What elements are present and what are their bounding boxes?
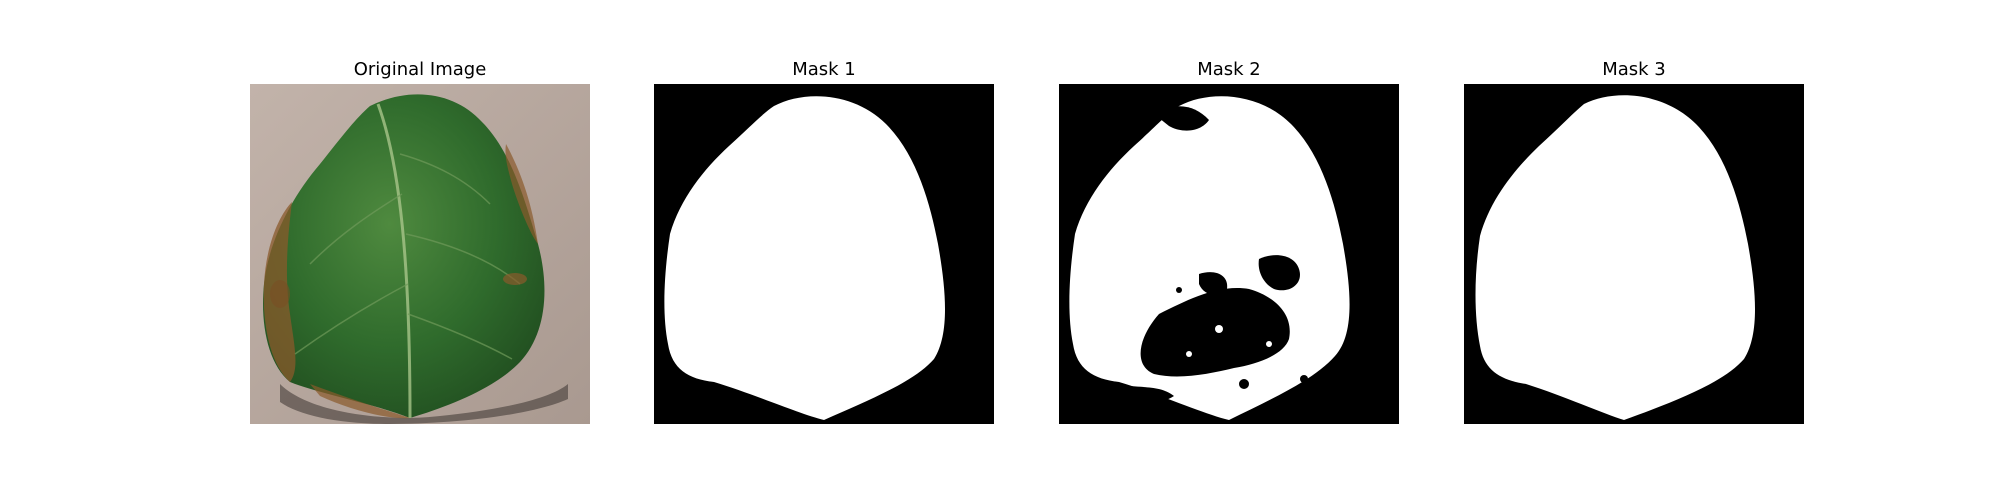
mask-1-image <box>654 84 994 424</box>
original-image <box>250 84 590 424</box>
leaf-photo <box>250 84 590 424</box>
mask-1-shape <box>654 84 994 424</box>
panel-title-original-image: Original Image <box>353 59 487 80</box>
panel-title-mask-3: Mask 3 <box>1602 59 1666 80</box>
panel-title-mask-2: Mask 2 <box>1197 59 1261 80</box>
mask-3-image <box>1464 84 1804 424</box>
panel-title-mask-1: Mask 1 <box>792 59 856 80</box>
mask-3-shape <box>1464 84 1804 424</box>
mask-2-image <box>1059 84 1399 424</box>
mask-2-shape <box>1059 84 1399 424</box>
